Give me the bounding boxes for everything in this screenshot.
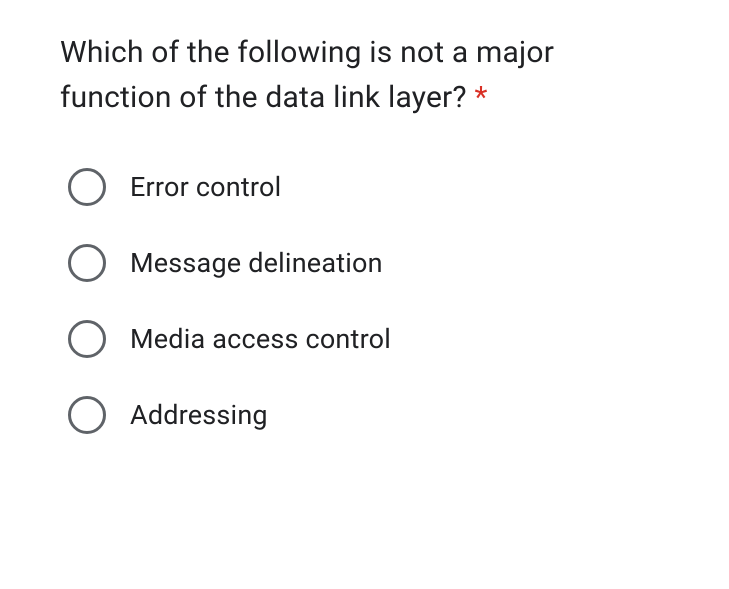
- question-container: Which of the following is not a major fu…: [60, 30, 669, 434]
- option-item-0[interactable]: Error control: [68, 168, 669, 206]
- radio-icon[interactable]: [68, 320, 106, 358]
- question-text: Which of the following is not a major fu…: [60, 30, 669, 120]
- option-item-2[interactable]: Media access control: [68, 320, 669, 358]
- option-label: Media access control: [130, 323, 391, 355]
- option-label: Message delineation: [130, 247, 383, 279]
- option-item-3[interactable]: Addressing: [68, 396, 669, 434]
- radio-icon[interactable]: [68, 244, 106, 282]
- options-list: Error control Message delineation Media …: [60, 168, 669, 434]
- radio-icon[interactable]: [68, 396, 106, 434]
- option-item-1[interactable]: Message delineation: [68, 244, 669, 282]
- option-label: Addressing: [130, 399, 268, 431]
- option-label: Error control: [130, 171, 281, 203]
- required-asterisk: *: [474, 80, 487, 115]
- radio-icon[interactable]: [68, 168, 106, 206]
